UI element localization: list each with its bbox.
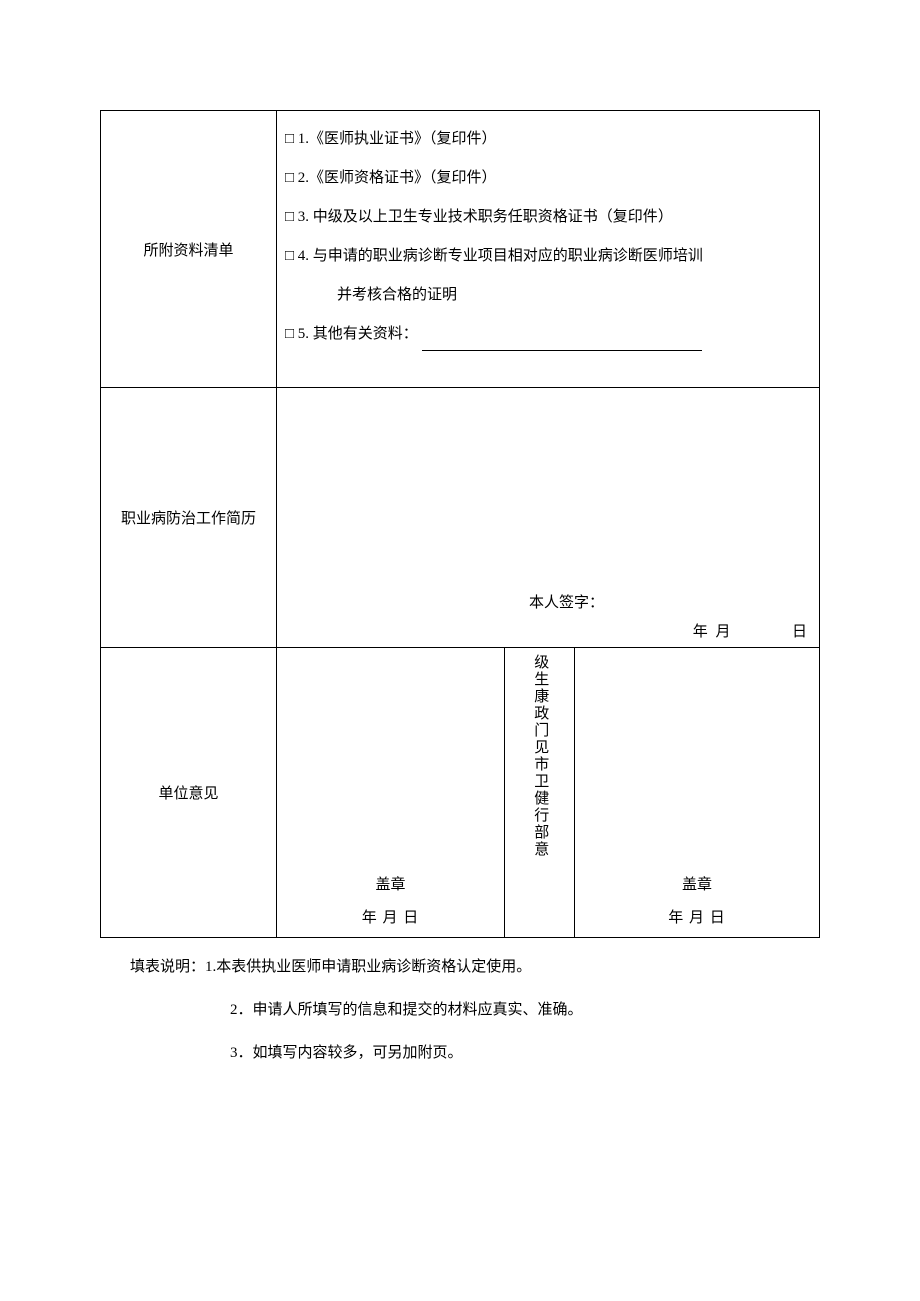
note-1: 1.本表供执业医师申请职业病诊断资格认定使用。	[205, 959, 531, 975]
material-other-blank[interactable]	[422, 350, 702, 351]
material-item-1: □ 1.《医师执业证书》（复印件）	[285, 123, 811, 156]
date-d: 日	[792, 624, 809, 640]
note-3: 3．如填写内容较多，可另加附页。	[130, 1034, 820, 1073]
unit-stamp: 盖章	[283, 873, 498, 894]
material-item-4b: 并考核合格的证明	[285, 279, 811, 312]
unit-opinion-content[interactable]: 盖章 年 月 日	[277, 648, 505, 938]
materials-label: 所附资料清单	[101, 111, 277, 388]
signature-block: 本人签字： 年 月 日	[489, 591, 809, 641]
material-item-5-text: □ 5. 其他有关资料：	[285, 326, 418, 342]
materials-content: □ 1.《医师执业证书》（复印件） □ 2.《医师资格证书》（复印件） □ 3.…	[277, 111, 820, 388]
opinion-row: 单位意见 盖章 年 月 日 级生康政门见市卫健行部意 盖章 年 月 日	[101, 648, 820, 938]
material-item-4: □ 4. 与申请的职业病诊断专业项目相对应的职业病诊断医师培训	[285, 240, 811, 273]
resume-content[interactable]: 本人签字： 年 月 日	[277, 388, 820, 648]
material-item-3: □ 3. 中级及以上卫生专业技术职务任职资格证书（复印件）	[285, 201, 811, 234]
dept-date: 年 月 日	[581, 906, 813, 927]
form-table: 所附资料清单 □ 1.《医师执业证书》（复印件） □ 2.《医师资格证书》（复印…	[100, 110, 820, 938]
signature-label: 本人签字：	[489, 591, 809, 612]
unit-opinion-label: 单位意见	[101, 648, 277, 938]
dept-label-cell: 级生康政门见市卫健行部意	[505, 648, 575, 938]
dept-vertical-label: 级生康政门见市卫健行部意	[530, 654, 550, 858]
resume-row: 职业病防治工作简历 本人签字： 年 月 日	[101, 388, 820, 648]
note-2: 2．申请人所填写的信息和提交的材料应真实、准确。	[130, 991, 820, 1030]
material-item-2: □ 2.《医师资格证书》（复印件）	[285, 162, 811, 195]
note-line-1: 填表说明：1.本表供执业医师申请职业病诊断资格认定使用。	[130, 948, 820, 987]
signature-date: 年 月 日	[489, 620, 809, 641]
dept-opinion-content[interactable]: 盖章 年 月 日	[575, 648, 820, 938]
notes-section: 填表说明：1.本表供执业医师申请职业病诊断资格认定使用。 2．申请人所填写的信息…	[100, 948, 820, 1073]
date-ym: 年 月	[693, 624, 733, 640]
material-item-5: □ 5. 其他有关资料：	[285, 318, 811, 351]
dept-stamp: 盖章	[581, 873, 813, 894]
resume-label: 职业病防治工作简历	[101, 388, 277, 648]
notes-prefix: 填表说明：	[130, 959, 205, 975]
materials-row: 所附资料清单 □ 1.《医师执业证书》（复印件） □ 2.《医师资格证书》（复印…	[101, 111, 820, 388]
unit-date: 年 月 日	[283, 906, 498, 927]
